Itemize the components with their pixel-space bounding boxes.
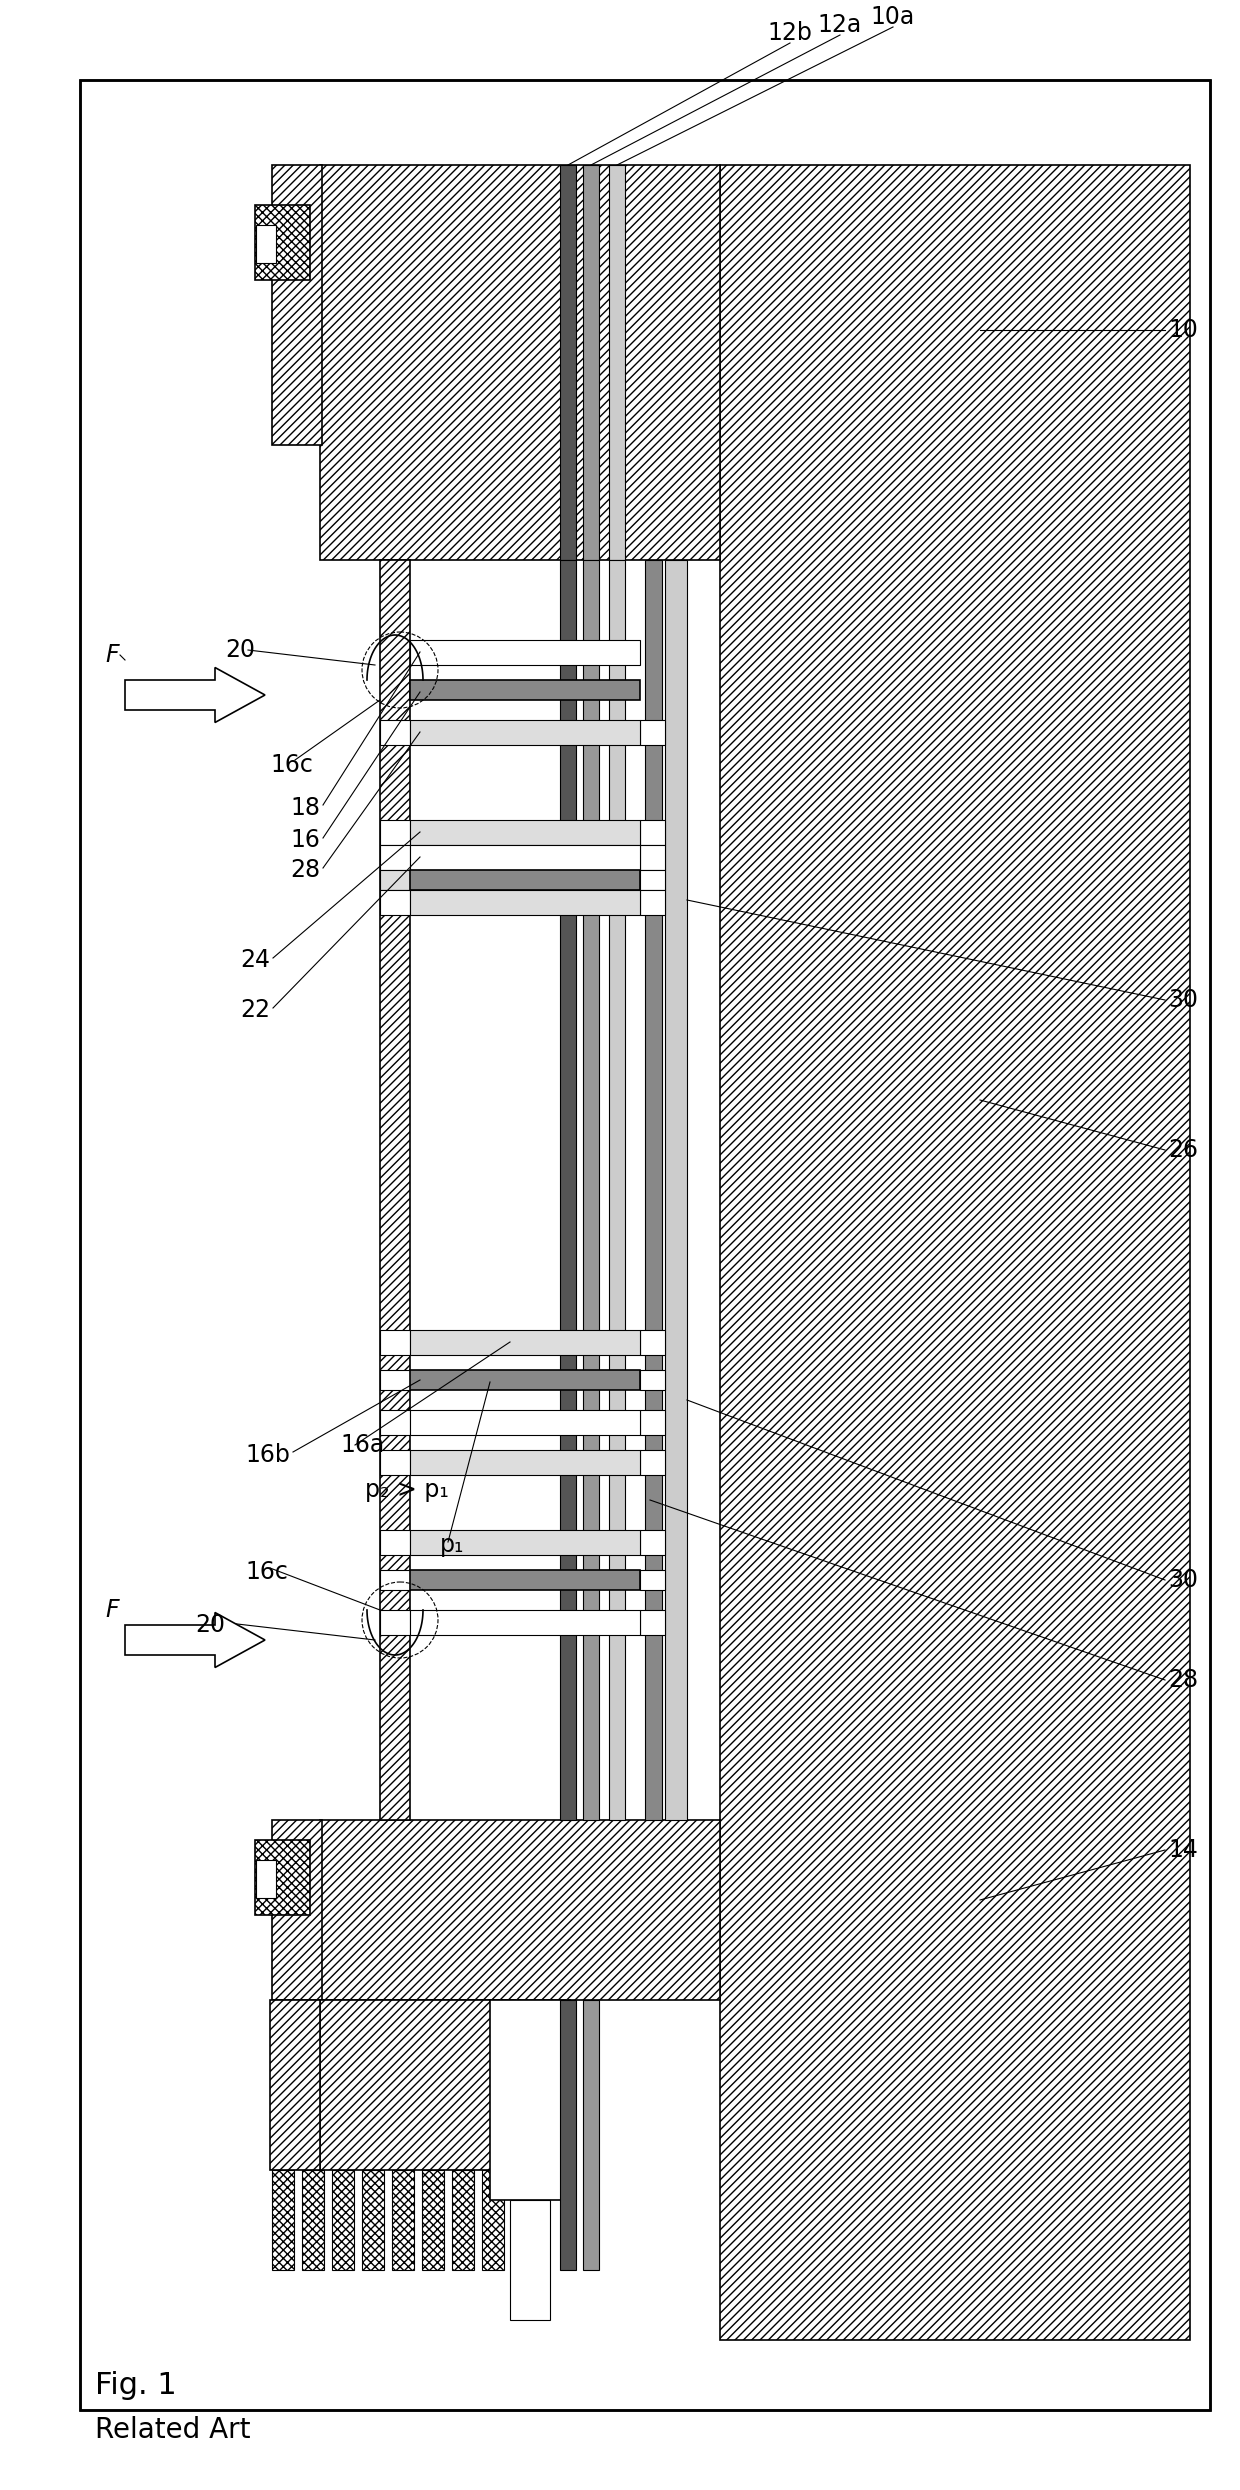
Bar xyxy=(272,2169,294,2271)
Bar xyxy=(640,1611,665,1636)
Bar xyxy=(640,1571,665,1591)
Bar xyxy=(640,1449,665,1474)
Bar xyxy=(410,1370,640,1389)
Bar xyxy=(640,1529,665,1554)
Bar xyxy=(410,1330,640,1355)
Text: F: F xyxy=(105,642,119,667)
Bar xyxy=(410,1611,640,1636)
Bar xyxy=(410,1529,640,1554)
Bar xyxy=(560,164,577,560)
Text: 22: 22 xyxy=(241,998,270,1021)
Bar xyxy=(379,844,410,869)
Bar xyxy=(332,2169,353,2271)
Bar xyxy=(320,1999,520,2169)
Bar xyxy=(379,720,410,745)
Text: 10a: 10a xyxy=(870,5,915,30)
Bar xyxy=(640,889,665,914)
Bar xyxy=(270,1999,320,2169)
Bar xyxy=(482,2169,503,2271)
Text: 16b: 16b xyxy=(246,1444,290,1467)
Text: 24: 24 xyxy=(241,949,270,971)
Text: Related Art: Related Art xyxy=(95,2415,250,2445)
Bar xyxy=(583,164,599,560)
Text: 28: 28 xyxy=(1168,1668,1198,1693)
Bar xyxy=(609,560,625,1820)
Bar xyxy=(720,164,1190,2341)
Bar xyxy=(379,1409,410,1434)
Bar xyxy=(379,1330,410,1355)
Bar xyxy=(665,560,687,1820)
Bar xyxy=(640,819,665,844)
Bar xyxy=(379,1529,410,1554)
Polygon shape xyxy=(125,667,265,722)
Bar xyxy=(640,1409,665,1434)
Text: 30: 30 xyxy=(1168,1569,1198,1591)
Polygon shape xyxy=(125,1614,265,1668)
Text: 16a: 16a xyxy=(340,1434,384,1457)
Bar xyxy=(490,1999,570,2201)
Bar xyxy=(453,2169,474,2271)
Bar xyxy=(303,2169,324,2271)
Bar xyxy=(410,680,640,700)
Text: 20: 20 xyxy=(224,637,255,662)
Bar xyxy=(640,1370,665,1389)
Bar xyxy=(640,1330,665,1355)
Bar xyxy=(640,720,665,745)
Text: 16c: 16c xyxy=(246,1561,288,1584)
Text: 20: 20 xyxy=(195,1614,224,1636)
Text: F: F xyxy=(105,1599,119,1621)
Bar xyxy=(272,1820,322,1999)
Bar xyxy=(320,164,720,560)
Bar xyxy=(422,2169,444,2271)
Bar xyxy=(609,164,625,560)
Text: p₁: p₁ xyxy=(440,1534,464,1556)
Bar xyxy=(379,869,410,889)
Bar xyxy=(410,844,640,869)
Bar xyxy=(379,1571,410,1591)
Bar xyxy=(410,640,640,665)
Bar xyxy=(255,204,310,279)
Bar xyxy=(255,1860,277,1897)
Text: 26: 26 xyxy=(1168,1138,1198,1163)
Bar xyxy=(640,844,665,869)
Text: Fig. 1: Fig. 1 xyxy=(95,2370,177,2400)
Bar xyxy=(410,1449,640,1474)
Bar xyxy=(583,560,599,1820)
Bar xyxy=(255,224,277,264)
Text: 28: 28 xyxy=(290,859,320,881)
Bar xyxy=(379,819,410,844)
Bar xyxy=(410,889,640,914)
Bar xyxy=(410,869,640,889)
Text: 10: 10 xyxy=(1168,319,1198,341)
Bar xyxy=(379,1449,410,1474)
Bar xyxy=(379,1611,410,1636)
Text: 18: 18 xyxy=(290,797,320,819)
Bar xyxy=(255,1840,310,1915)
Bar xyxy=(320,1820,720,1999)
Bar xyxy=(410,720,640,745)
Text: 14: 14 xyxy=(1168,1838,1198,1863)
Text: p₂ > p₁: p₂ > p₁ xyxy=(365,1479,449,1501)
Bar xyxy=(410,1409,640,1434)
Text: 12a: 12a xyxy=(818,12,862,37)
Text: 16: 16 xyxy=(290,829,320,852)
Bar xyxy=(560,560,577,1820)
Bar xyxy=(392,2169,414,2271)
Text: 16c: 16c xyxy=(270,752,312,777)
Bar xyxy=(379,889,410,914)
Bar xyxy=(645,560,662,1820)
Text: 30: 30 xyxy=(1168,989,1198,1011)
Bar xyxy=(583,1999,599,2271)
Bar xyxy=(510,2201,551,2321)
Bar xyxy=(272,164,322,446)
Bar xyxy=(640,869,665,889)
Bar xyxy=(410,819,640,844)
Bar xyxy=(379,560,410,1820)
Text: 12b: 12b xyxy=(768,20,812,45)
Bar xyxy=(410,1571,640,1591)
Bar xyxy=(379,1370,410,1389)
Bar xyxy=(560,1999,577,2271)
Bar xyxy=(362,2169,384,2271)
